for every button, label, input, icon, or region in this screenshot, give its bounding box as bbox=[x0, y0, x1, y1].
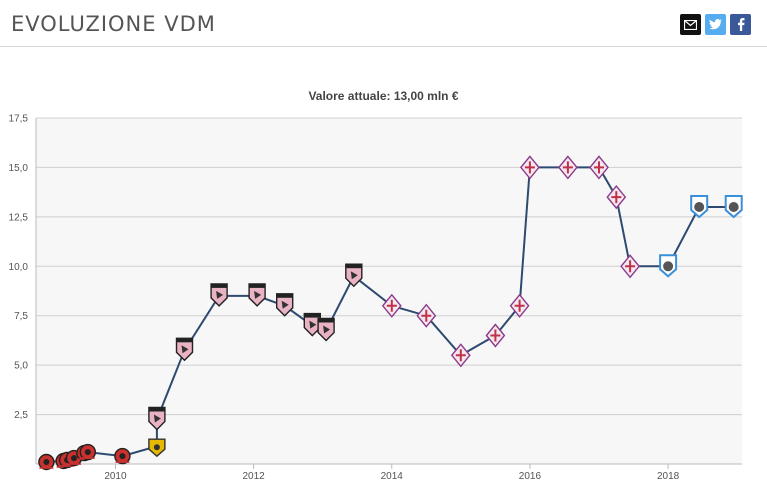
eagle-shape bbox=[216, 290, 224, 299]
y-tick-label: 10,0 bbox=[9, 262, 29, 273]
lily-cross bbox=[562, 161, 573, 174]
eagle-shape bbox=[323, 325, 331, 334]
data-point-marker bbox=[303, 312, 321, 337]
email-icon bbox=[684, 19, 697, 30]
lily-cross bbox=[455, 349, 466, 362]
y-tick-label: 17,5 bbox=[9, 114, 29, 125]
data-point-marker bbox=[345, 263, 363, 288]
x-tick-label: 2012 bbox=[242, 471, 265, 482]
market-value-chart: 2,5 5,0 7,5 10,0 12,5 15,0 17,5 2010 2012 2014 201… bbox=[9, 114, 743, 482]
eagle-shape bbox=[153, 414, 161, 423]
twitter-share-button[interactable] bbox=[705, 14, 726, 35]
x-tick-label: 2010 bbox=[104, 471, 127, 482]
data-point-marker bbox=[175, 337, 194, 362]
eagle-shape bbox=[281, 300, 289, 309]
crest-band bbox=[304, 313, 321, 318]
data-point-marker bbox=[38, 453, 55, 471]
section-header: EVOLUZIONE VDM bbox=[0, 0, 767, 47]
eagle-shape bbox=[350, 271, 358, 280]
x-tick-label: 2018 bbox=[657, 471, 680, 482]
crest-band bbox=[318, 318, 335, 323]
data-point-marker bbox=[381, 293, 402, 318]
crest-center bbox=[43, 459, 50, 465]
crest-band bbox=[249, 283, 266, 288]
x-tick-label: 2014 bbox=[381, 471, 404, 482]
crest-band bbox=[276, 293, 293, 298]
crest-center bbox=[84, 449, 91, 456]
crest-center bbox=[153, 444, 160, 451]
data-point-marker bbox=[557, 155, 578, 180]
plot-area bbox=[36, 118, 742, 464]
crest-band bbox=[176, 338, 193, 343]
crest-band bbox=[211, 283, 228, 288]
eagle-shape bbox=[309, 320, 317, 329]
eagle-shape bbox=[254, 290, 262, 299]
lily-cross bbox=[421, 309, 432, 322]
data-point-marker bbox=[148, 438, 166, 458]
y-tick-label: 2,5 bbox=[14, 410, 28, 421]
facebook-share-button[interactable] bbox=[730, 14, 751, 35]
data-point-marker bbox=[606, 184, 627, 210]
lily-cross bbox=[625, 260, 636, 273]
data-point-marker bbox=[450, 343, 471, 368]
lily-cross bbox=[524, 161, 535, 174]
email-share-button[interactable] bbox=[680, 14, 701, 35]
y-tick-label: 5,0 bbox=[14, 361, 28, 372]
crest-band bbox=[345, 264, 362, 269]
lily-cross bbox=[490, 329, 501, 342]
data-point-marker bbox=[210, 283, 228, 307]
twitter-icon bbox=[709, 19, 722, 30]
lily-cross bbox=[386, 299, 397, 312]
data-point-marker bbox=[620, 254, 641, 279]
crest-face bbox=[728, 202, 739, 212]
data-point-marker bbox=[248, 283, 266, 307]
data-point-marker bbox=[317, 317, 335, 342]
x-tick-label: 2016 bbox=[519, 471, 542, 482]
data-point-marker bbox=[659, 254, 678, 278]
data-point-marker bbox=[148, 406, 166, 431]
lily-cross bbox=[594, 161, 604, 174]
crest-face bbox=[663, 261, 674, 272]
data-point-marker bbox=[276, 293, 294, 317]
eagle-shape bbox=[181, 345, 189, 354]
y-tick-label: 7,5 bbox=[14, 311, 28, 322]
lily-cross bbox=[514, 299, 525, 312]
data-point-marker bbox=[509, 293, 530, 318]
crest-band bbox=[148, 407, 165, 412]
y-tick-label: 12,5 bbox=[9, 212, 29, 223]
crest-center bbox=[71, 455, 77, 462]
chart-title: Valore attuale: 13,00 mln € bbox=[308, 89, 459, 103]
data-point-marker bbox=[724, 195, 743, 219]
section-title: EVOLUZIONE VDM bbox=[11, 12, 216, 36]
y-tick-label: 15,0 bbox=[9, 163, 29, 174]
data-point-marker bbox=[79, 443, 97, 461]
facebook-icon bbox=[737, 18, 744, 31]
data-point-marker bbox=[114, 447, 131, 465]
data-point-marker bbox=[416, 303, 437, 328]
crest-face bbox=[694, 202, 705, 212]
data-point-marker bbox=[519, 155, 540, 180]
data-point-marker bbox=[589, 155, 609, 180]
data-point-marker bbox=[690, 195, 709, 219]
crest-center bbox=[119, 453, 126, 460]
lily-cross bbox=[611, 191, 622, 204]
data-point-marker bbox=[485, 323, 506, 348]
